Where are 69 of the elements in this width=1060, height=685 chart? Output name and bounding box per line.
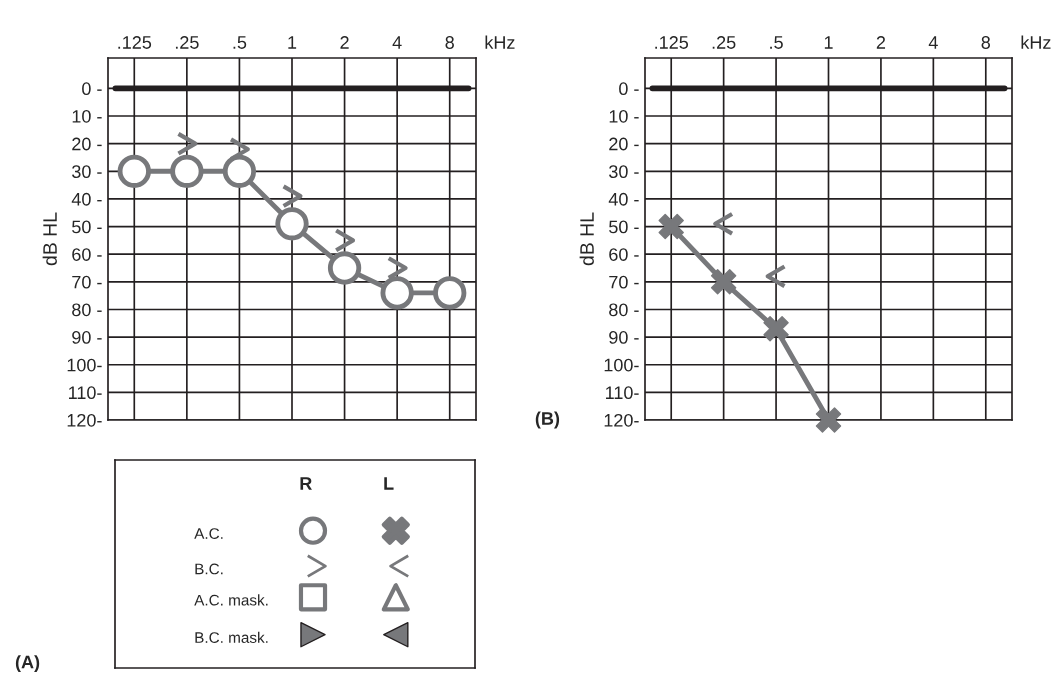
point xyxy=(763,316,789,342)
x-tick-label: 2 xyxy=(340,36,349,49)
point xyxy=(765,264,787,289)
x-tick-label: .5 xyxy=(770,36,783,49)
point xyxy=(170,154,204,188)
point xyxy=(327,251,362,285)
category-label: A.C. xyxy=(194,528,223,539)
category-label: R xyxy=(300,477,312,490)
point xyxy=(658,213,684,240)
y-tick-label: 80 - xyxy=(72,303,102,317)
point xyxy=(815,407,842,433)
x-tick-label: 4 xyxy=(928,36,938,49)
x-axis-title: kHz xyxy=(1021,35,1051,49)
x-axis-title: kHz xyxy=(485,35,515,49)
point xyxy=(176,131,198,156)
point xyxy=(433,276,467,310)
y-tick-label: 30 - xyxy=(609,165,639,179)
point xyxy=(281,184,303,209)
category-label: A.C. mask. xyxy=(194,594,268,606)
x-tick-label: .25 xyxy=(712,36,736,49)
x-tick-label: .5 xyxy=(233,36,247,49)
category-label: B.C. xyxy=(195,563,223,575)
x-tick-label: 1 xyxy=(824,36,833,49)
x-tick-label: 8 xyxy=(981,36,991,49)
category-label: B.C. mask. xyxy=(195,631,268,643)
y-tick-label: 120- xyxy=(604,413,639,427)
y-tick-label: 70 - xyxy=(609,275,639,289)
category-label: L xyxy=(384,477,394,490)
text: (B) xyxy=(535,411,560,429)
y-tick-label: 100- xyxy=(67,358,102,372)
point xyxy=(710,269,737,295)
point xyxy=(380,276,414,310)
y-tick-label: 90 - xyxy=(72,331,102,344)
y-tick-label: 40 - xyxy=(71,192,102,206)
point xyxy=(386,256,408,280)
x-tick-label: .25 xyxy=(175,36,199,49)
y-tick-label: 70 - xyxy=(72,275,102,289)
x-tick-label: .125 xyxy=(655,36,689,49)
point xyxy=(222,154,257,188)
point xyxy=(713,211,735,236)
x-tick-label: .125 xyxy=(118,36,152,49)
y-tick-label: 10 - xyxy=(72,109,102,123)
y-tick-label: 20 - xyxy=(609,137,639,151)
y-tick-label: 60 - xyxy=(72,248,102,261)
x-tick-label: 4 xyxy=(392,36,402,49)
x-tick-label: 8 xyxy=(445,36,454,49)
x-tick-label: 2 xyxy=(876,36,886,49)
y-tick-label: 50 - xyxy=(609,220,639,234)
y-axis-title: dB HL xyxy=(579,212,594,266)
y-tick-label: 90 - xyxy=(609,331,639,344)
y-tick-label: 120- xyxy=(67,413,102,427)
point xyxy=(275,207,309,241)
y-axis-title: dB HL xyxy=(42,212,57,266)
y-tick-label: 0 - xyxy=(82,82,102,96)
y-tick-label: 110- xyxy=(69,386,102,400)
y-tick-label: 30 - xyxy=(72,165,102,179)
y-tick-label: 20 - xyxy=(72,137,102,151)
y-tick-label: 40 - xyxy=(608,192,639,206)
y-tick-label: 50 - xyxy=(72,220,102,234)
point xyxy=(117,154,151,188)
x-tick-label: 1 xyxy=(288,36,297,49)
y-tick-label: 60 - xyxy=(609,248,639,261)
y-tick-label: 10 - xyxy=(609,109,639,123)
y-tick-label: 0 - xyxy=(619,82,639,96)
y-tick-label: 110- xyxy=(606,386,639,400)
y-tick-label: 100- xyxy=(604,358,639,372)
y-tick-label: 80 - xyxy=(609,303,639,317)
point xyxy=(334,228,356,253)
text: (A) xyxy=(15,655,40,672)
